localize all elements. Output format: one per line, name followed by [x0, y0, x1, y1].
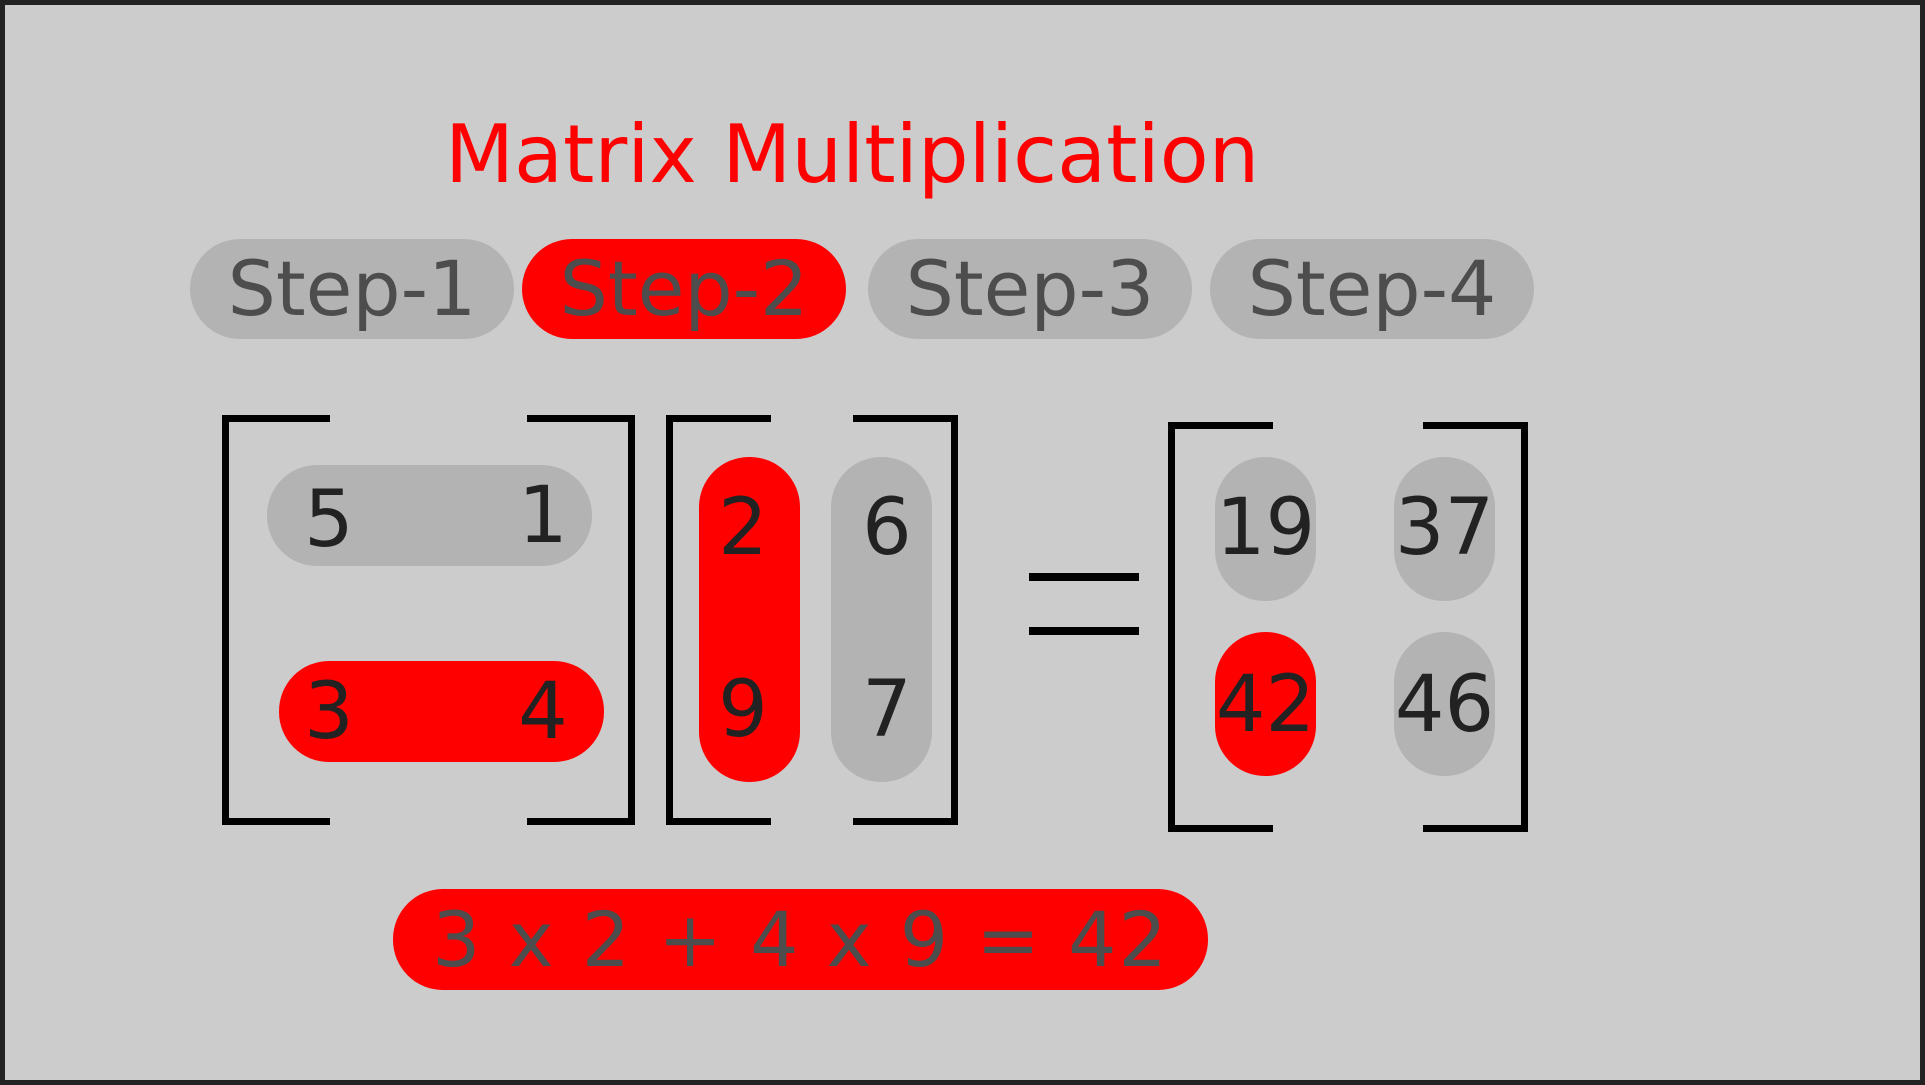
step-2-button[interactable]: Step-2	[522, 239, 846, 339]
result-cell-2-1: 42	[1215, 660, 1316, 750]
step-1-button[interactable]: Step-1	[190, 239, 514, 339]
result-cell-1-2: 37	[1394, 483, 1495, 573]
matrix-b-col-1-highlight	[699, 457, 800, 782]
matrix-a-right-bracket	[527, 415, 635, 825]
result-left-bracket	[1168, 422, 1273, 832]
step-4-button[interactable]: Step-4	[1210, 239, 1534, 339]
result-cell-1-1: 19	[1215, 483, 1316, 573]
equals-sign-bottom-bar	[1029, 627, 1139, 635]
result-cell-1-1-pill	[1215, 457, 1316, 601]
matrix-a-cell-1-1: 5	[304, 475, 354, 565]
matrix-b-cell-1-2: 6	[862, 483, 912, 573]
matrix-a-left-bracket	[222, 415, 330, 825]
matrix-b-col-2-highlight	[831, 457, 932, 782]
matrix-b-cell-2-2: 7	[862, 665, 912, 755]
step-3-button[interactable]: Step-3	[868, 239, 1192, 339]
equals-sign-top-bar	[1029, 573, 1139, 581]
matrix-b-right-bracket	[853, 415, 958, 825]
result-cell-2-2: 46	[1394, 660, 1495, 750]
matrix-b-left-bracket	[666, 415, 771, 825]
matrix-a-cell-2-2: 4	[518, 667, 568, 757]
page-title: Matrix Multiplication	[445, 108, 1260, 201]
matrix-b-cell-1-1: 2	[718, 483, 768, 573]
formula-banner: 3 x 2 + 4 x 9 = 42	[393, 889, 1208, 990]
result-right-bracket	[1423, 422, 1528, 832]
result-cell-2-2-pill	[1394, 632, 1495, 776]
matrix-b-cell-2-1: 9	[718, 665, 768, 755]
matrix-a-cell-1-2: 1	[518, 471, 568, 561]
matrix-a-row-2-highlight	[279, 661, 604, 762]
matrix-a-cell-2-1: 3	[304, 667, 354, 757]
matrix-a-row-1-highlight	[267, 465, 592, 566]
result-cell-2-1-pill	[1215, 632, 1316, 776]
result-cell-1-2-pill	[1394, 457, 1495, 601]
